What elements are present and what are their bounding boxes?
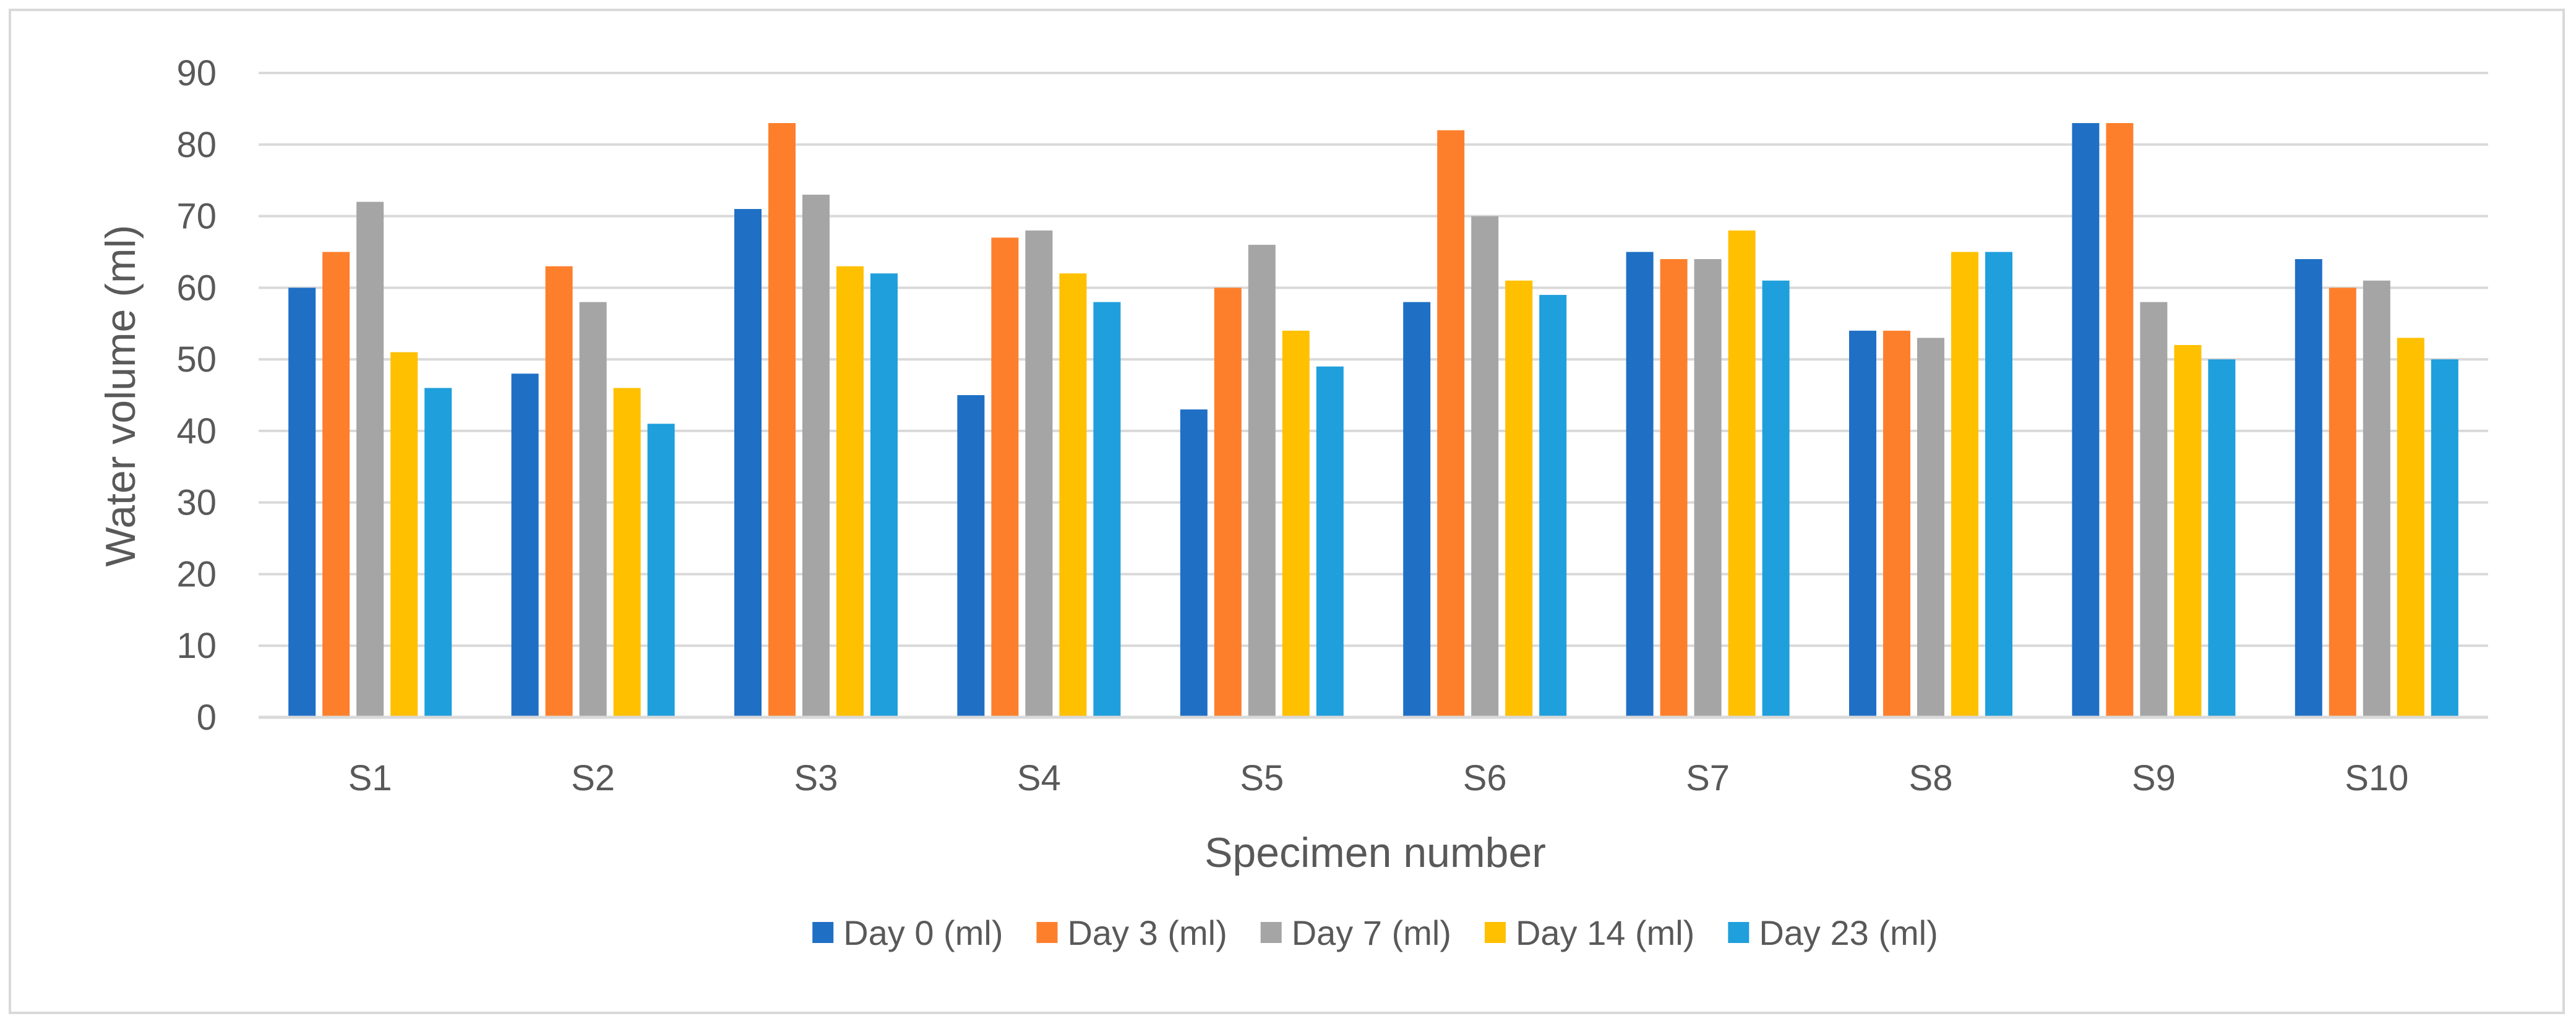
bar-s4-series-2 — [991, 237, 1019, 717]
bar-s2-series-4 — [613, 388, 641, 717]
bar-s6-series-2 — [1437, 130, 1465, 718]
bar-s5-series-1 — [1180, 409, 1208, 717]
bars — [288, 123, 2458, 718]
legend-swatch — [1484, 922, 1506, 943]
y-tick-label: 90 — [176, 53, 217, 93]
y-tick-label: 80 — [176, 125, 217, 165]
bar-s8-series-4 — [1951, 252, 1978, 717]
bar-s4-series-3 — [1025, 230, 1053, 717]
bar-s6-series-1 — [1403, 302, 1431, 717]
bar-s7-series-1 — [1626, 252, 1654, 717]
y-axis-title: Water volume (ml) — [97, 225, 144, 567]
legend-swatch — [812, 922, 834, 943]
legend-swatch — [1260, 922, 1282, 943]
x-tick-label: S2 — [571, 758, 615, 798]
bar-s7-series-5 — [1762, 280, 1790, 717]
bar-s4-series-5 — [1093, 302, 1121, 717]
bar-s5-series-4 — [1282, 330, 1310, 717]
bar-s10-series-2 — [2329, 288, 2356, 717]
x-tick-label: S8 — [1909, 758, 1953, 798]
bar-s8-series-5 — [1985, 252, 2012, 717]
bar-s7-series-4 — [1728, 230, 1756, 717]
bar-s3-series-3 — [802, 194, 830, 717]
bar-s1-series-1 — [288, 288, 316, 717]
legend: Day 0 (ml) Day 3 (ml) Day 7 (ml) Day 14 (ml… — [812, 913, 1938, 952]
bar-s6-series-4 — [1505, 280, 1533, 717]
bar-s1-series-4 — [390, 352, 418, 717]
bar-s3-series-5 — [870, 273, 898, 718]
legend-label: Day 0 (ml) — [843, 913, 1003, 952]
y-tick-label: 40 — [176, 411, 217, 451]
bar-s2-series-3 — [579, 302, 607, 717]
bar-s9-series-5 — [2208, 359, 2236, 717]
bar-s9-series-2 — [2106, 123, 2134, 718]
legend-swatch — [1728, 922, 1750, 943]
bar-s9-series-1 — [2072, 123, 2100, 718]
y-tick-label: 70 — [176, 197, 217, 237]
legend-label: Day 7 (ml) — [1292, 913, 1451, 952]
x-tick-label: S4 — [1017, 758, 1061, 798]
bar-s4-series-4 — [1059, 273, 1087, 718]
bar-s10-series-5 — [2431, 359, 2458, 717]
bar-s8-series-3 — [1917, 338, 1944, 717]
bar-s5-series-3 — [1248, 244, 1276, 717]
x-tick-label: S6 — [1463, 758, 1507, 798]
y-tick-label: 10 — [176, 626, 217, 666]
bar-s1-series-3 — [356, 202, 384, 717]
bar-s2-series-5 — [647, 424, 675, 717]
bar-s8-series-1 — [1849, 330, 1876, 717]
bar-s5-series-2 — [1214, 288, 1242, 717]
legend-swatch — [1036, 922, 1058, 943]
bar-s10-series-1 — [2295, 259, 2322, 717]
legend-label: Day 23 (ml) — [1759, 913, 1938, 952]
bar-s6-series-3 — [1471, 216, 1499, 717]
bar-s1-series-2 — [322, 252, 350, 717]
legend-label: Day 3 (ml) — [1067, 913, 1227, 952]
bar-s3-series-2 — [768, 123, 796, 718]
bar-s5-series-5 — [1316, 366, 1344, 717]
y-tick-label: 30 — [176, 483, 217, 523]
x-tick-label: S10 — [2345, 758, 2408, 798]
legend-label: Day 14 (ml) — [1516, 913, 1694, 952]
y-tick-label: 0 — [197, 698, 217, 738]
bar-s3-series-1 — [734, 208, 762, 717]
bar-s7-series-2 — [1660, 259, 1688, 717]
bar-s8-series-2 — [1883, 330, 1910, 717]
bar-s9-series-4 — [2174, 344, 2202, 717]
y-tick-label: 60 — [176, 268, 217, 308]
bar-s7-series-3 — [1694, 259, 1722, 717]
bar-s10-series-4 — [2397, 338, 2424, 717]
bar-s1-series-5 — [424, 388, 452, 717]
bar-s2-series-2 — [545, 266, 573, 718]
bar-s3-series-4 — [836, 266, 864, 718]
x-tick-label: S3 — [794, 758, 838, 798]
x-tick-label: S9 — [2132, 758, 2176, 798]
y-tick-label: 20 — [176, 554, 217, 594]
y-tick-label: 50 — [176, 339, 217, 380]
bar-s10-series-3 — [2363, 280, 2390, 717]
bar-s2-series-1 — [511, 373, 539, 717]
bar-s6-series-5 — [1539, 294, 1567, 717]
bar-s9-series-3 — [2140, 302, 2168, 717]
x-axis-title: Specimen number — [1204, 829, 1546, 876]
x-tick-label: S1 — [348, 758, 392, 798]
bar-s4-series-1 — [957, 395, 985, 717]
axes: 0 10 20 30 40 50 60 70 80 90 S1 S2 S3 S4 S5 S6 S7 S8 S9 S10 — [176, 53, 2488, 798]
x-tick-label: S5 — [1240, 758, 1284, 798]
x-tick-label: S7 — [1686, 758, 1730, 798]
